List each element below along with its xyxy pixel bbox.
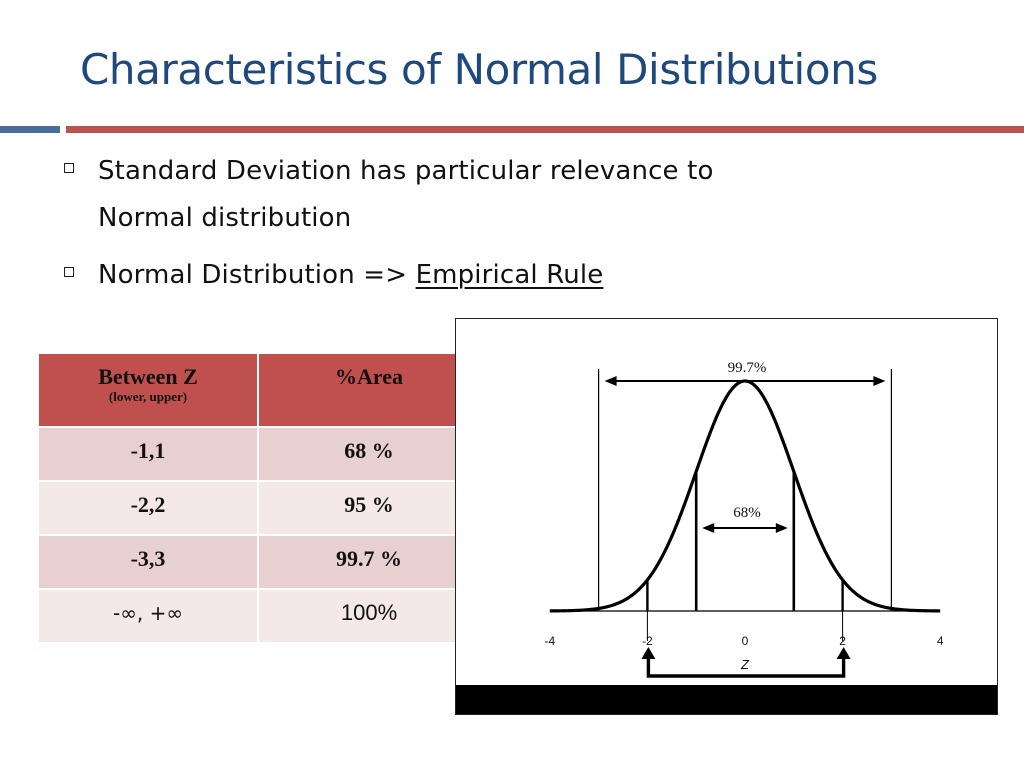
x-tick-label: -2 bbox=[642, 634, 653, 648]
header-area-label: %Area bbox=[334, 364, 404, 389]
x-tick-label: 0 bbox=[742, 634, 749, 648]
arrow-right-icon bbox=[775, 523, 788, 533]
divider-left-bar bbox=[0, 126, 60, 133]
page-title: Characteristics of Normal Distributions bbox=[80, 45, 878, 94]
table-cell-area: 68 % bbox=[257, 426, 481, 482]
bullet-line-2: Normal distribution bbox=[98, 203, 352, 233]
square-bullet-icon bbox=[64, 163, 74, 173]
range-annotations: 99.7% 68% bbox=[604, 360, 886, 533]
x-tick-label: 4 bbox=[937, 634, 944, 648]
normal-curve-line bbox=[549, 379, 941, 613]
table-row: -1,1 68 % bbox=[37, 426, 481, 482]
empirical-rule-table: Between Z (lower, upper) %Area -1,1 68 %… bbox=[37, 352, 481, 644]
annotation-label: 99.7% bbox=[728, 360, 767, 376]
table-header-row: Between Z (lower, upper) %Area bbox=[37, 352, 481, 428]
bracket-line bbox=[646, 655, 846, 678]
empirical-rule-link[interactable]: Empirical Rule bbox=[415, 260, 604, 290]
normal-curve-plot: -4 -2 0 2 4 Z 99.7% 68% bbox=[456, 360, 997, 714]
arrow-right-icon bbox=[873, 376, 886, 386]
x-axis-ticks: -4 -2 0 2 4 Z bbox=[544, 634, 943, 672]
header-between-z: Between Z (lower, upper) bbox=[37, 352, 259, 428]
arrow-left-icon bbox=[604, 376, 617, 386]
arrow-left-icon bbox=[702, 523, 715, 533]
table-row: -3,3 99.7 % bbox=[37, 534, 481, 590]
x-tick-label: -4 bbox=[544, 634, 555, 648]
table-cell-area: 100% bbox=[257, 588, 481, 644]
table-cell-area: 99.7 % bbox=[257, 534, 481, 590]
arrow-up-icon bbox=[836, 647, 851, 659]
header-area: %Area bbox=[257, 352, 481, 428]
sd-lines bbox=[598, 369, 892, 641]
normal-curve-figure: -4 -2 0 2 4 Z 99.7% 68% bbox=[455, 318, 998, 715]
table-cell-range: -2,2 bbox=[37, 480, 259, 536]
table-row: -2,2 95 % bbox=[37, 480, 481, 536]
square-bullet-icon bbox=[64, 267, 74, 277]
table-cell-range: -1,1 bbox=[37, 426, 259, 482]
table-row: -∞, +∞ 100% bbox=[37, 588, 481, 644]
bullet-text: Standard Deviation has particular releva… bbox=[98, 148, 714, 242]
x-axis-label: Z bbox=[740, 657, 750, 672]
table-cell-range: -3,3 bbox=[37, 534, 259, 590]
table-cell-area: 95 % bbox=[257, 480, 481, 536]
bullet-line-1: Standard Deviation has particular releva… bbox=[98, 156, 714, 186]
table-cell-range: -∞, +∞ bbox=[37, 588, 259, 644]
figure-bottom-bar bbox=[456, 685, 997, 714]
z-bracket bbox=[641, 647, 851, 678]
x-tick-label: 2 bbox=[839, 634, 846, 648]
arrow-up-icon bbox=[641, 647, 656, 659]
header-between-z-label: Between Z bbox=[98, 364, 198, 389]
bullet-text: Normal Distribution => Empirical Rule bbox=[98, 252, 603, 299]
divider-right-bar bbox=[66, 126, 1024, 133]
bullet-label: Normal Distribution => bbox=[98, 260, 408, 290]
header-between-z-sublabel: (lower, upper) bbox=[108, 389, 188, 404]
annotation-label: 68% bbox=[733, 505, 761, 521]
